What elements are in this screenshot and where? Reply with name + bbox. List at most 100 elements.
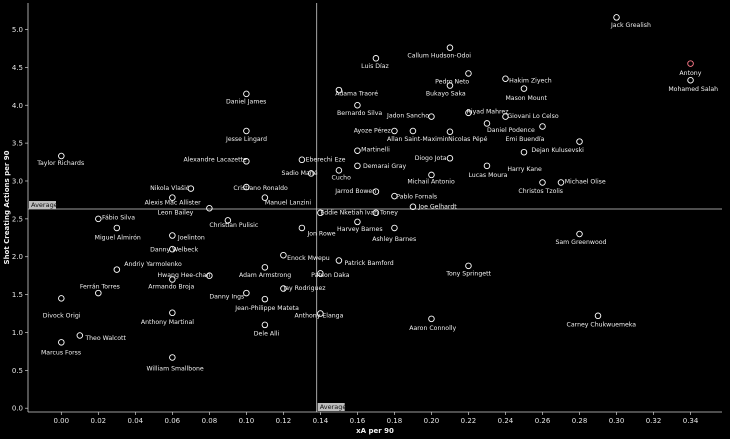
point-christos-tzolis [539,179,546,186]
point-label: Carney Chukwuemeka [567,321,637,328]
point-enock-mwepu [280,251,287,259]
point-label: Jay Rodriguez [282,285,325,292]
point-sam-greenwood [576,230,583,238]
average-lines: Average Average [28,3,722,412]
point-label: Lucas Moura [468,172,507,179]
point-lucas-moura [483,162,491,170]
point-eberechi-eze [298,156,306,164]
point-alexandre-lacazette [243,158,250,165]
point-jarrod-bowen [372,188,380,195]
point-eddie-nketiah [317,209,324,217]
point-adam-armstrong [261,264,269,271]
point-label: Mohamed Salah [668,86,718,93]
y-tick-label: 1.5 [12,291,23,299]
point-label: Taylor Richards [36,160,84,167]
point-label: Divock Origi [43,312,81,319]
point-cristiano-ronaldo [243,183,250,191]
point-nikola-vlasic [187,185,195,192]
point-label: Daniel Podence [487,127,535,134]
x-tick-label: 0.32 [646,417,662,425]
point-adama-traore [335,86,343,94]
y-tick-label: 2.5 [12,215,23,223]
x-tick-label: 0.22 [461,417,477,425]
x-tick-label: 0.18 [387,417,403,425]
point-sadio-mane [307,170,315,177]
x-tick-label: 0.24 [498,417,514,425]
point-label: Leon Bailey [158,209,194,216]
y-tick-label: 1.0 [12,329,23,337]
point-ayoze-perez [391,127,398,135]
point-danny-ings [243,289,250,297]
point-label: Nikola Vlašić [150,184,190,192]
point-marcus-forss [58,339,65,346]
point-andriy-yarmolenko [113,266,121,273]
point-label: Ayoze Pérez [354,127,391,135]
point-christian-pulisic [224,217,232,224]
point-cucho [335,167,343,174]
y-axis-ticks: 0.0 0.5 1.0 1.5 2.0 2.5 3.0 3.5 4.0 4.5 5.0 [12,26,28,413]
x-tick-label: 0.20 [424,417,440,425]
point-label: Luis Díaz [361,62,389,70]
average-x-label-bg [317,403,345,411]
average-x-label: Average [320,403,347,411]
point-label: Ashley Barnes [372,236,416,243]
y-tick-label: 0.5 [12,367,23,375]
point-label: Hakim Ziyech [509,78,552,85]
point-label: Eberechi Eze [306,156,346,163]
point-luis-diaz [372,55,380,62]
point-label: Antony [679,70,701,77]
point-daniel-podence [483,120,491,127]
point-label: Sadio Mané [282,169,318,177]
point-label: Sam Greenwood [555,239,606,246]
scatter-points [58,14,694,361]
point-miguel-almiron [113,224,121,232]
point-label: Dejan Kulusevski [531,147,584,154]
point-label: Christian Pulisic [209,222,258,229]
point-hakim-ziyech [502,75,509,82]
point-labels: Jack Grealish Callum Hudson-Odoi Luis Díaz… [36,22,718,372]
point-label: Pedro Neto [435,78,469,85]
point-anthony-martinal [169,309,176,317]
point-michael-olise [557,179,565,186]
point-label: Theo Walcott [84,335,126,342]
point-label: Jack Grealish [610,22,651,29]
point-patson-daka [317,270,324,277]
y-tick-label: 3.5 [12,140,23,148]
point-label: Nicolas Pépé [448,135,487,143]
point-theo-walcott [76,332,84,339]
point-jack-grealish [613,14,620,21]
point-label: Demarai Gray [363,163,407,170]
point-label: Enock Mwepu [287,255,330,262]
point-ashley-barnes [391,224,398,232]
point-demarai-gray [354,162,361,170]
x-tick-label: 0.12 [276,417,292,425]
x-tick-label: 0.10 [239,417,255,425]
point-jadon-sancho [428,113,435,120]
point-patrick-bamford [335,257,343,264]
y-tick-label: 4.0 [12,102,23,110]
point-label: Alexis Mac Allister [145,199,202,206]
point-jean-philippe-mateta [261,295,269,303]
point-label: Pablo Fornals [396,193,437,200]
point-joe-gelhardt [409,203,417,210]
point-label: Bernardo Silva [337,110,382,117]
point-label: Christos Tzolis [518,188,563,195]
point-label: Miguel Almirón [95,233,141,241]
point-label: Dele Alli [254,331,280,338]
x-tick-label: 0.06 [165,417,181,425]
point-label: Danny Ings [209,293,244,300]
point-label: Harry Kane [507,166,542,173]
y-tick-label: 4.5 [12,64,23,72]
average-y-label-bg [29,201,56,210]
point-manuel-lanzini [261,194,269,201]
x-tick-label: 0.16 [350,417,366,425]
point-label: Ivan Toney [365,209,398,216]
point-nicolas-pepe [446,128,454,136]
point-mohamed-salah [687,77,694,84]
point-label: Manuel Lanzini [265,199,312,206]
point-label: Allan Saint-Maximin [387,136,449,143]
point-callum-hudson-odoi [446,44,454,51]
point-label: Joelinton [177,234,205,241]
y-tick-label: 0.0 [12,405,23,413]
